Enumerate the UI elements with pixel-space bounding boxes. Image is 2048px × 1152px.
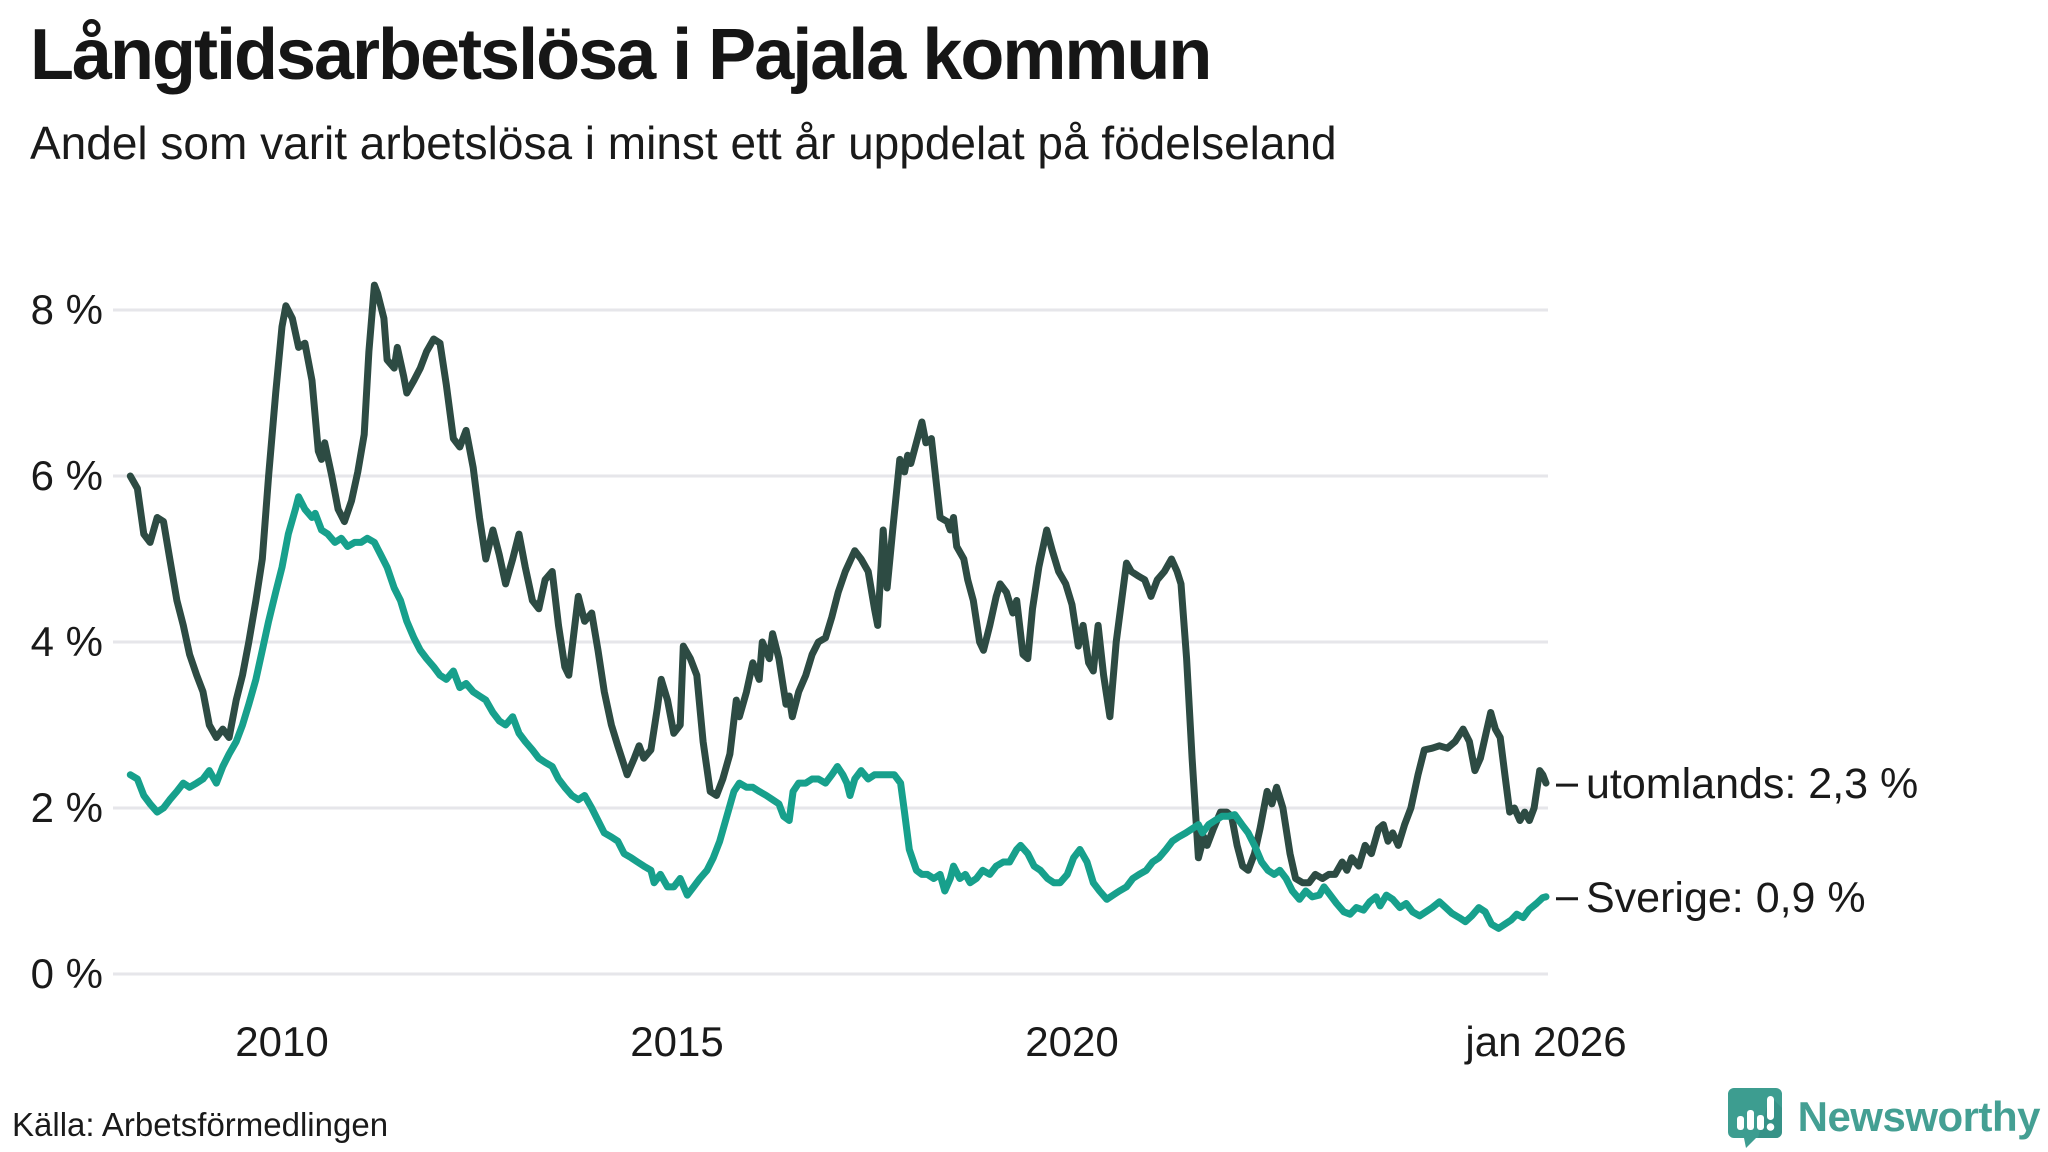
- logo-exclamation-dot: [1766, 1123, 1774, 1131]
- logo-bar-3: [1756, 1115, 1764, 1130]
- page-title: Långtidsarbetslösa i Pajala kommun: [30, 15, 1212, 95]
- brand-lockup: Newsworthy: [1726, 1086, 2041, 1148]
- logo-bar-1: [1736, 1116, 1744, 1130]
- y-tick-label-8: 8 %: [31, 286, 103, 333]
- y-tick-label-0: 0 %: [31, 950, 103, 997]
- source-text: Källa: Arbetsförmedlingen: [12, 1106, 389, 1143]
- series-label-Sverige: Sverige: 0,9 %: [1586, 874, 1866, 922]
- newsworthy-logo-icon: [1727, 1088, 1782, 1148]
- series-line-utomlands: [126, 281, 1550, 887]
- x-tick-label-2015: 2015: [630, 1018, 723, 1065]
- brand-name: Newsworthy: [1797, 1093, 2041, 1140]
- y-tick-label-2: 2 %: [31, 784, 103, 831]
- y-tick-label-6: 6 %: [31, 452, 103, 499]
- series-label-utomlands: utomlands: 2,3 %: [1586, 760, 1918, 808]
- series-line-Sverige: [126, 493, 1550, 932]
- page-subtitle: Andel som varit arbetslösa i minst ett å…: [30, 117, 1337, 169]
- x-tick-label-2020: 2020: [1025, 1018, 1118, 1065]
- logo-bar-2: [1746, 1110, 1754, 1130]
- x-tick-label-2010: 2010: [235, 1018, 328, 1065]
- y-tick-label-4: 4 %: [31, 618, 103, 665]
- logo-exclamation-bar: [1766, 1096, 1774, 1120]
- x-tick-label-2026: jan 2026: [1463, 1018, 1626, 1065]
